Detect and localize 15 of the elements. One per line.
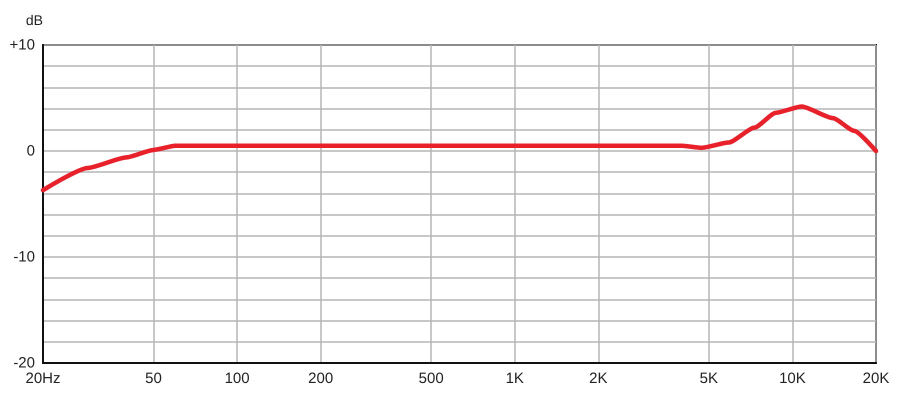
y-tick-label: -10	[13, 248, 35, 266]
x-tick-label: 20K	[862, 370, 890, 387]
y-tick-label: +10	[10, 36, 35, 54]
x-tick-label: 1K	[506, 370, 524, 387]
x-tick-label: 50	[145, 370, 162, 387]
x-tick-label: 5K	[700, 370, 718, 387]
x-tick-label: 100	[224, 370, 250, 387]
y-axis-title: dB	[26, 12, 43, 28]
x-tick-label: 20Hz	[25, 370, 61, 387]
x-tick-label: 10K	[779, 370, 806, 387]
x-tick-label: 2K	[589, 370, 608, 387]
y-tick-label: -20	[13, 354, 35, 372]
x-tick-label: 500	[418, 370, 444, 387]
x-tick-label: 200	[308, 370, 334, 387]
y-tick-label: 0	[26, 142, 35, 160]
